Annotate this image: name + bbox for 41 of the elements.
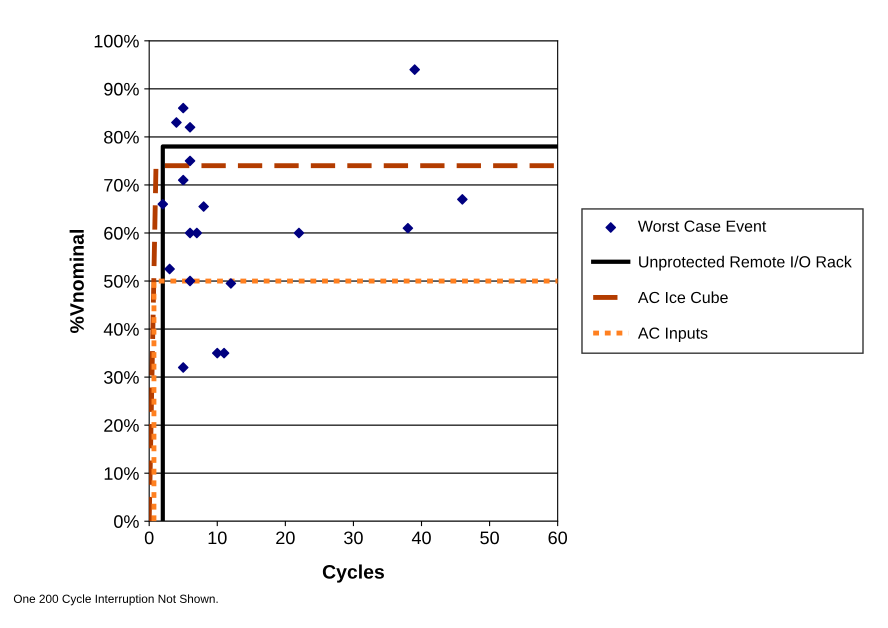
x-tick-label: 10 <box>208 531 227 544</box>
point <box>184 122 196 133</box>
point <box>184 156 196 166</box>
x-tick-label: 50 <box>480 531 499 544</box>
y-tick-label: 50% <box>104 274 139 288</box>
y-tick-label: 60% <box>104 226 139 240</box>
legend-label: Worst Case Event <box>638 220 766 232</box>
legend-label: AC Ice Cube <box>638 291 728 304</box>
y-axis-title: %Vnominal <box>70 230 84 333</box>
y-tick-label: 70% <box>104 178 139 192</box>
legend-label: AC Inputs <box>638 327 708 342</box>
point <box>178 102 189 114</box>
point <box>158 198 168 210</box>
text: One 200 Cycle Interruption Not Shown. <box>14 594 218 606</box>
point <box>178 174 189 186</box>
point <box>226 278 236 289</box>
legend-label: Unprotected Remote I/O Rack <box>639 256 852 271</box>
x-tick-label: 40 <box>412 531 431 544</box>
point <box>164 264 175 274</box>
y-tick-label: 0% <box>114 515 139 528</box>
x-axis-title: Cycles <box>322 564 384 583</box>
y-tick-label: 30% <box>104 371 139 384</box>
y-tick-label: 90% <box>104 82 139 96</box>
y-tick-label: 20% <box>104 419 139 432</box>
point <box>409 64 420 75</box>
point <box>457 194 468 205</box>
point <box>294 228 304 238</box>
y-tick-label: 10% <box>104 467 139 480</box>
y-tick-label: 80% <box>104 130 139 144</box>
point <box>171 117 182 128</box>
point <box>192 228 202 238</box>
point <box>402 222 414 234</box>
x-tick-label: 30 <box>344 531 363 544</box>
x-tick-label: 60 <box>548 531 567 544</box>
y-tick-label: 100% <box>94 34 139 48</box>
point <box>184 276 196 286</box>
x-tick-label: 0 <box>144 531 154 544</box>
point <box>198 201 209 212</box>
point <box>178 362 189 373</box>
x-tick-label: 20 <box>276 531 295 544</box>
y-tick-label: 40% <box>104 323 139 336</box>
